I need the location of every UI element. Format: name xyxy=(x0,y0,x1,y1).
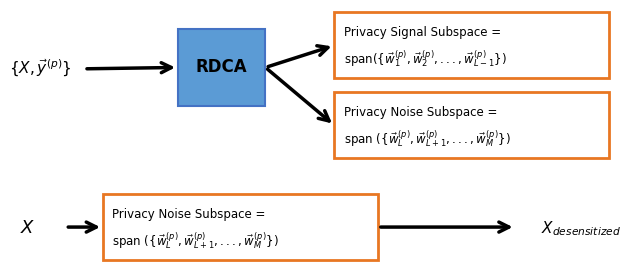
Text: Privacy Signal Subspace =: Privacy Signal Subspace = xyxy=(344,26,500,39)
Text: $\{X, \vec{y}^{(p)}\}$: $\{X, \vec{y}^{(p)}\}$ xyxy=(9,58,72,80)
Text: Privacy Noise Subspace =: Privacy Noise Subspace = xyxy=(344,106,497,119)
FancyBboxPatch shape xyxy=(334,13,609,78)
Text: span ($\{\vec{w}_L^{(p)}, \vec{w}_{L+1}^{(p)}, ..., \vec{w}_M^{(p)}\}$): span ($\{\vec{w}_L^{(p)}, \vec{w}_{L+1}^… xyxy=(112,230,279,251)
FancyBboxPatch shape xyxy=(178,29,266,106)
FancyBboxPatch shape xyxy=(334,92,609,158)
Text: span($\{\vec{w}_1^{(p)}, \vec{w}_2^{(p)}, ..., \vec{w}_{L-1}^{(p)}\}$): span($\{\vec{w}_1^{(p)}, \vec{w}_2^{(p)}… xyxy=(344,48,507,69)
FancyBboxPatch shape xyxy=(103,194,378,260)
Text: $X_{desensitized}$: $X_{desensitized}$ xyxy=(541,219,621,238)
Text: $X$: $X$ xyxy=(20,219,36,237)
Text: span ($\{\vec{w}_L^{(p)}, \vec{w}_{L+1}^{(p)}, ..., \vec{w}_M^{(p)}\}$): span ($\{\vec{w}_L^{(p)}, \vec{w}_{L+1}^… xyxy=(344,128,510,149)
Text: RDCA: RDCA xyxy=(196,58,248,76)
Text: Privacy Noise Subspace =: Privacy Noise Subspace = xyxy=(112,208,266,221)
